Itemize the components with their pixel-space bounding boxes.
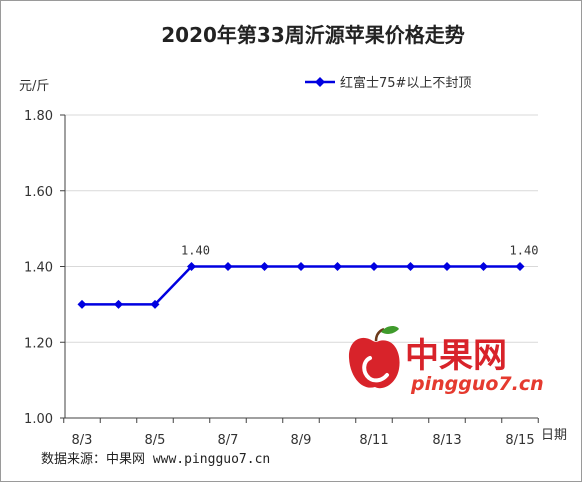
data-point-marker (369, 262, 379, 271)
data-source: 数据来源：中果网 www.pingguo7.cn (41, 452, 270, 467)
logo-wordmark: 中果网 (405, 336, 507, 376)
x-tick-labels: 8/3 8/5 8/7 8/9 8/11 8/13 8/15 (72, 433, 535, 448)
data-point-marker (150, 299, 160, 309)
x-tick-label: 8/3 (72, 433, 93, 448)
x-tick-label: 8/11 (359, 433, 388, 448)
y-axis-label: 元/斤 (19, 79, 49, 94)
axes (63, 115, 539, 423)
y-tick-labels: 1.00 1.20 1.40 1.60 1.80 (24, 109, 53, 427)
y-tick-label: 1.40 (24, 261, 53, 276)
data-label: 1.40 (510, 244, 539, 258)
apple-icon (348, 325, 400, 389)
data-point-marker (114, 299, 123, 309)
zhongguowang-logo: 中果网 pingguo7.cn (348, 325, 544, 395)
y-tick-label: 1.60 (24, 185, 53, 200)
logo-url: pingguo7.cn (410, 373, 544, 395)
y-tick-label: 1.00 (24, 412, 53, 427)
data-point-marker (515, 262, 525, 271)
x-tick-label: 8/5 (145, 433, 166, 448)
y-tick-label: 1.80 (24, 109, 53, 124)
data-point-marker (260, 262, 269, 271)
series-group (77, 262, 525, 309)
data-point-marker (406, 262, 415, 271)
data-point-marker (187, 262, 196, 271)
legend-diamond-marker (315, 77, 325, 87)
data-point-marker (479, 262, 488, 271)
x-tick-label: 8/9 (291, 433, 312, 448)
x-tick-label: 8/13 (432, 433, 461, 448)
series-line (82, 265, 520, 306)
x-tick-label: 8/7 (218, 433, 239, 448)
data-point-marker (296, 262, 306, 271)
x-axis-label: 日期 (541, 428, 567, 443)
legend-entry: 红富士75#以上不封顶 (340, 75, 471, 91)
data-point-marker (223, 262, 233, 271)
data-point-marker (442, 262, 452, 271)
x-tick-label: 8/15 (505, 433, 534, 448)
data-point-marker (77, 299, 87, 309)
data-labels: 1.40 1.40 (181, 244, 538, 258)
chart-title: 2020年第33周沂源苹果价格走势 (161, 23, 465, 47)
data-label: 1.40 (181, 244, 210, 258)
data-point-marker (333, 262, 342, 271)
legend: 红富士75#以上不封顶 (305, 75, 471, 91)
y-tick-label: 1.20 (24, 336, 53, 351)
